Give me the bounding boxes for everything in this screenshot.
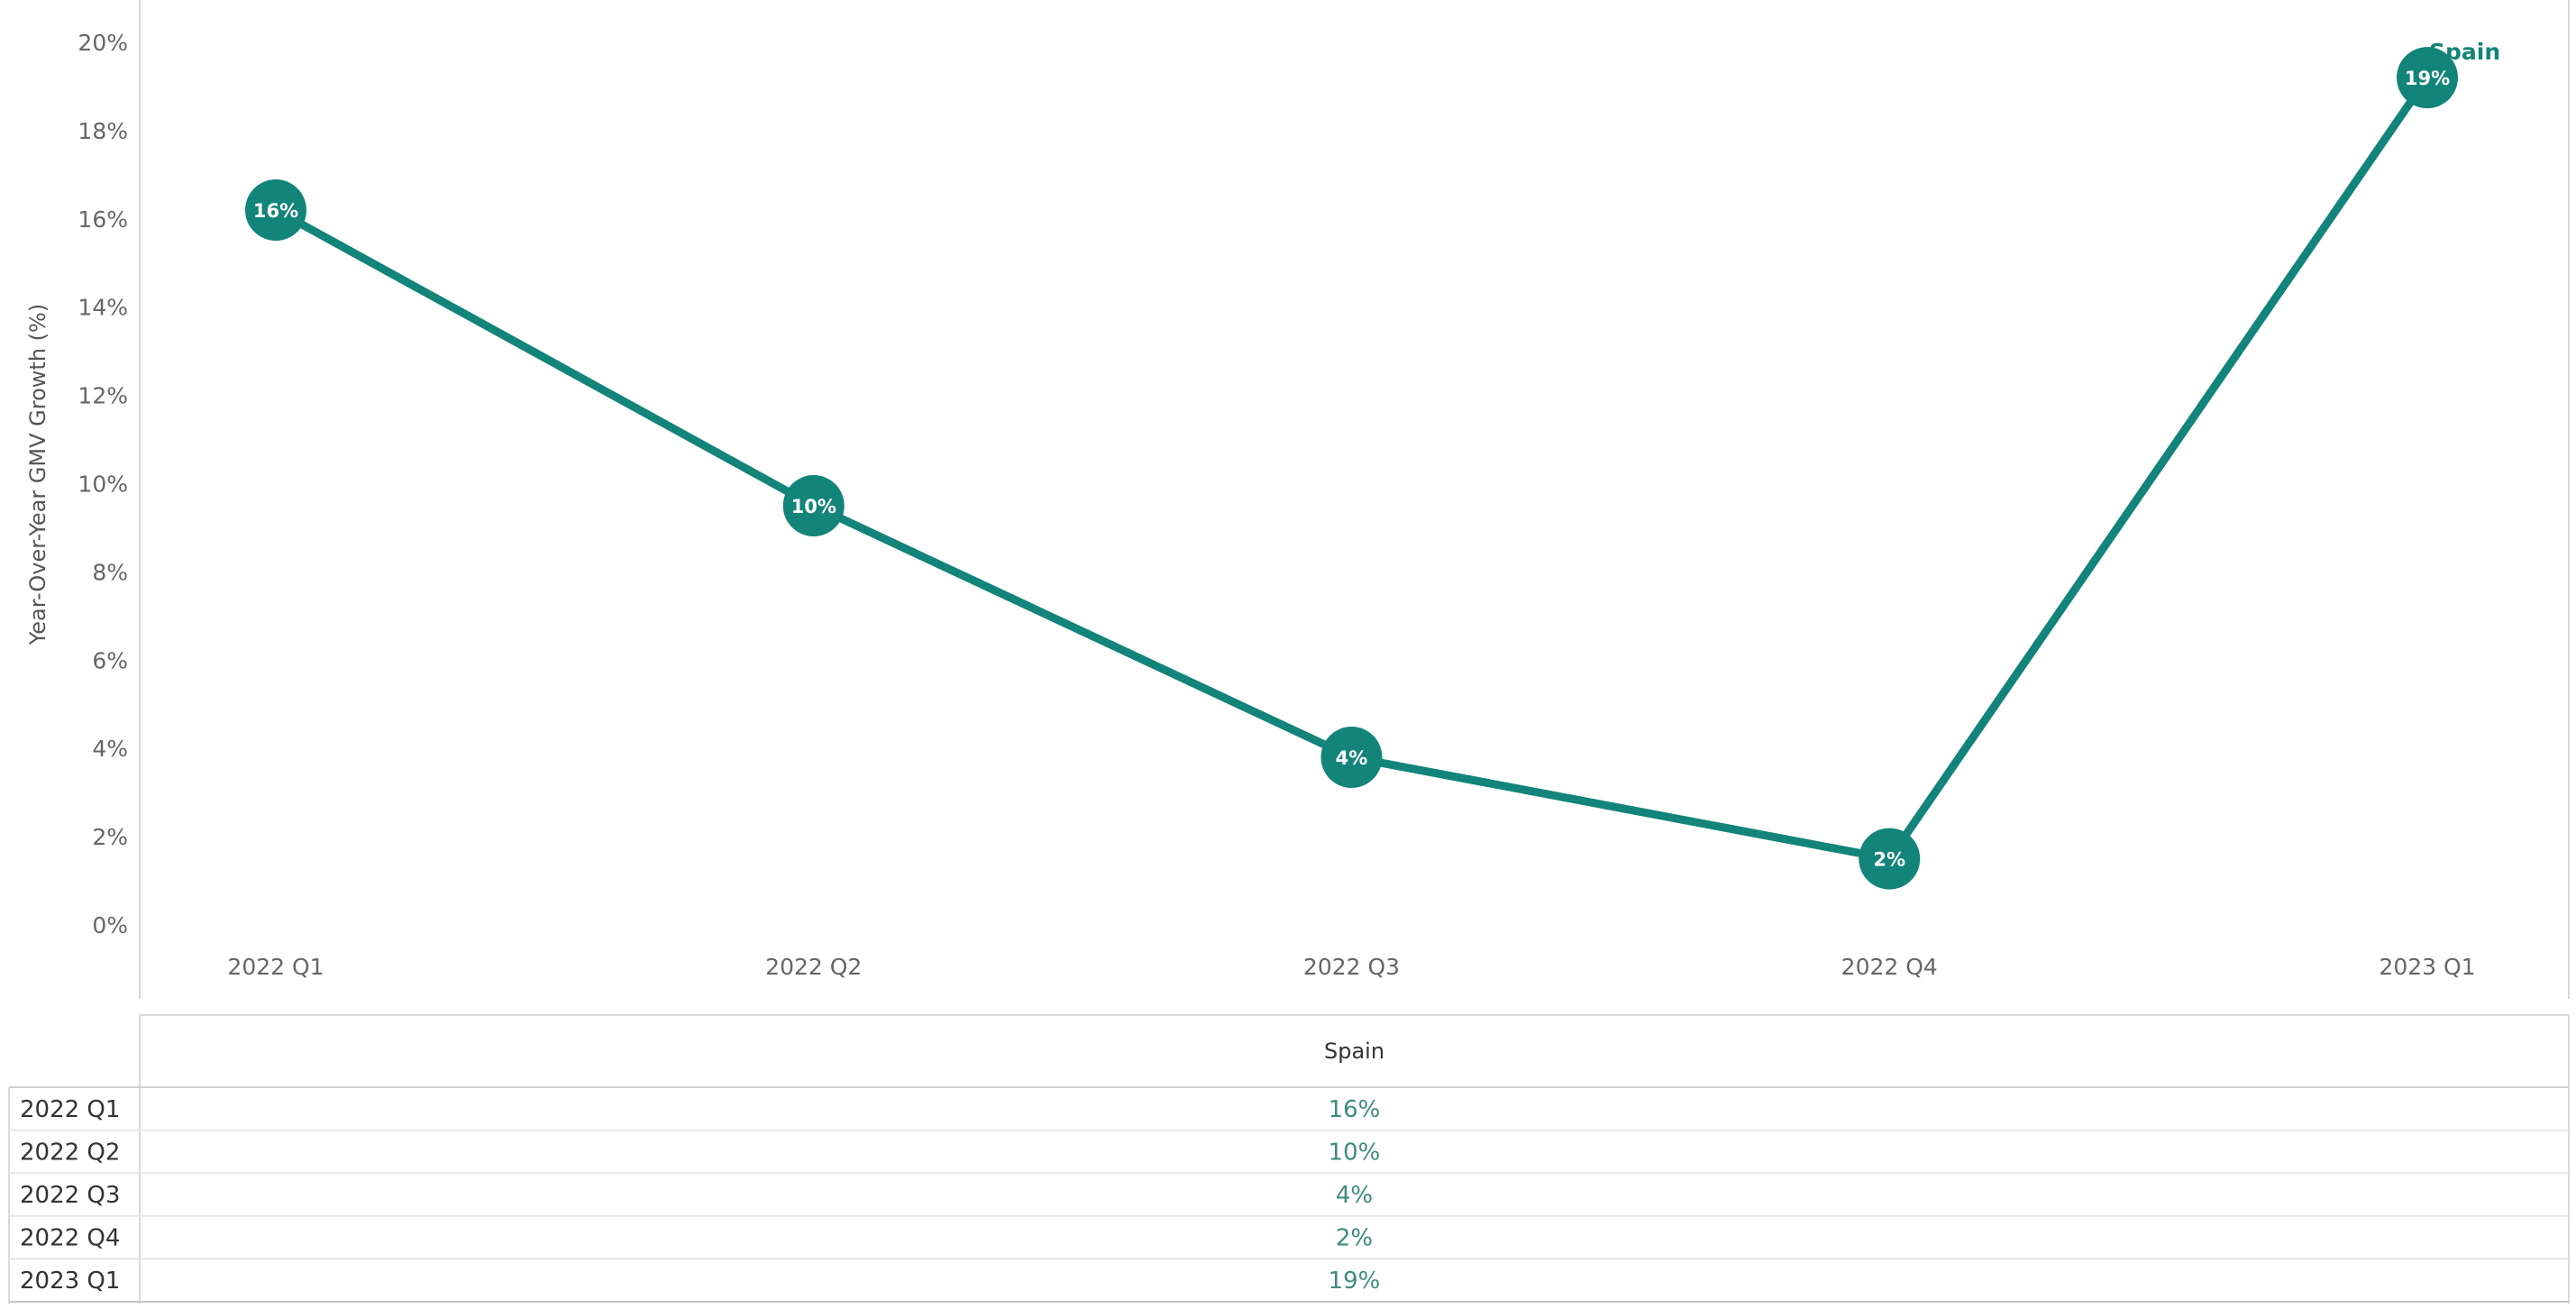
y-tick-label: 18% xyxy=(78,118,128,144)
y-axis-label: Year-Over-Year GMV Growth (%) xyxy=(25,304,50,645)
table-cell-value: 2% xyxy=(1336,1225,1373,1252)
table-row-label: 2022 Q4 xyxy=(20,1225,120,1252)
axes: 0% 2% 4% 6% 8% 10% 12% 14% 16% 18% 20% Year-Over-Ye… xyxy=(25,0,2570,999)
y-tick-label: 16% xyxy=(78,206,128,233)
data-point[interactable] xyxy=(782,474,845,536)
data-point[interactable] xyxy=(2397,47,2458,109)
x-tick-label: 2022 Q2 xyxy=(765,954,862,980)
x-tick-label: 2022 Q3 xyxy=(1303,954,1400,980)
y-tick-label: 6% xyxy=(92,647,128,673)
table-column-header: Spain xyxy=(1324,1039,1384,1064)
data-point[interactable] xyxy=(245,179,306,242)
data-label: 2% xyxy=(1873,849,1905,871)
table-row-label: 2023 Q1 xyxy=(20,1268,120,1295)
table-cell-value: 16% xyxy=(1329,1096,1381,1123)
x-tick-label: 2022 Q4 xyxy=(1841,954,1938,980)
data-table: Spain 2022 Q1 16% 2022 Q2 10% 2022 Q3 4% 2022 Q… xyxy=(8,1014,2570,1304)
y-tick-label: 8% xyxy=(92,559,128,585)
x-tick-label: 2023 Q1 xyxy=(2379,954,2475,980)
y-tick-label: 4% xyxy=(92,736,128,762)
table-cell-value: 19% xyxy=(1329,1268,1381,1295)
table-row-label: 2022 Q3 xyxy=(20,1182,120,1209)
y-tick-label: 20% xyxy=(78,30,128,56)
data-label: 4% xyxy=(1336,747,1368,769)
data-label: 19% xyxy=(2405,68,2450,89)
table-cell-value: 4% xyxy=(1336,1182,1373,1209)
y-tick-label: 10% xyxy=(78,471,128,498)
table-row-label: 2022 Q2 xyxy=(20,1139,120,1166)
y-tick-label: 14% xyxy=(78,295,128,321)
y-tick-label: 2% xyxy=(92,824,128,850)
data-label: 10% xyxy=(791,496,836,517)
table-cell-value: 10% xyxy=(1329,1139,1381,1166)
data-points: 16% 10% 4% 2% 19% Spain xyxy=(245,39,2500,890)
data-point[interactable] xyxy=(1859,828,1921,890)
series-name-label: Spain xyxy=(2429,39,2500,65)
y-tick-label: 12% xyxy=(78,383,128,409)
y-tick-label: 0% xyxy=(92,912,128,938)
data-point[interactable] xyxy=(1320,726,1383,788)
data-label: 16% xyxy=(253,200,298,222)
x-tick-label: 2022 Q1 xyxy=(227,954,324,980)
table-row-label: 2022 Q1 xyxy=(20,1096,120,1123)
